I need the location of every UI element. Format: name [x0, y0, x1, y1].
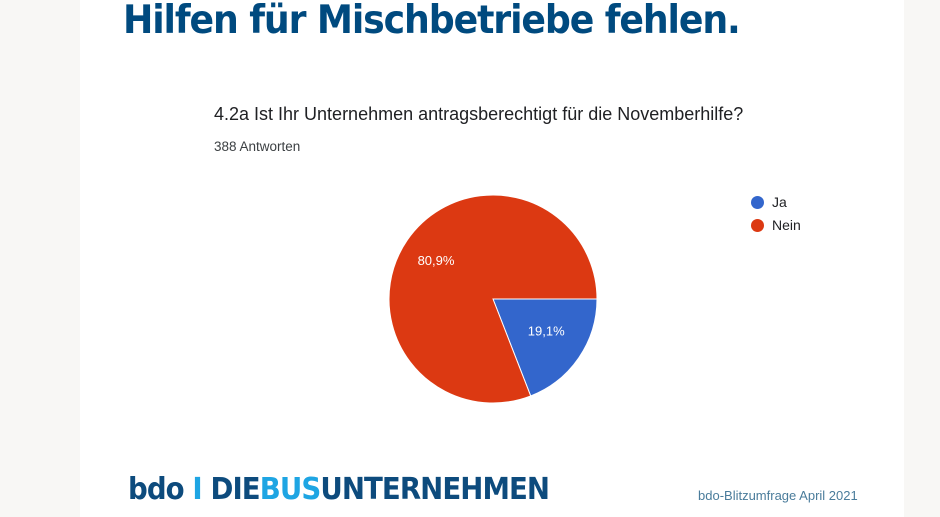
logo-text: UNTERNEHMEN — [320, 472, 550, 507]
pie-slice-ja — [492, 298, 598, 397]
logo-text: BUS — [259, 472, 321, 507]
legend-label: Nein — [772, 217, 801, 233]
logo-sep: I — [192, 472, 202, 507]
response-count: 388 Antworten — [214, 139, 301, 154]
chart-title: 4.2a Ist Ihr Unternehmen antragsberechti… — [214, 104, 744, 124]
logo: bdo I DIEBUSUNTERNEHMEN — [128, 472, 550, 507]
legend-label: Ja — [772, 194, 787, 210]
logo-text: DIE — [210, 472, 260, 507]
legend-swatch — [751, 218, 764, 232]
logo-mark: bdo — [128, 472, 185, 507]
legend-item-ja: Ja — [751, 194, 787, 210]
data-label: 80,9% — [418, 253, 455, 268]
slide-title: Hilfen für Mischbetriebe fehlen. — [123, 0, 741, 43]
data-label: 19,1% — [528, 323, 565, 338]
source-note: bdo-Blitzumfrage April 2021 — [698, 488, 858, 503]
pie-slice-nein — [388, 194, 598, 404]
legend-item-nein: Nein — [751, 217, 801, 233]
legend-swatch — [751, 195, 764, 209]
